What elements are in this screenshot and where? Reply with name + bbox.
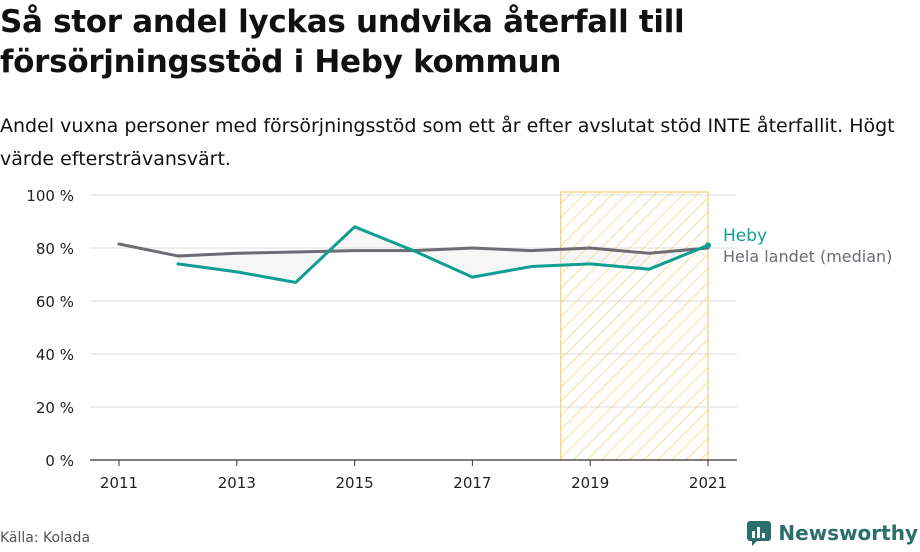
series-point-heby-2021 [705,242,711,249]
chart-subtitle: Andel vuxna personer med försörjningsstö… [0,115,895,170]
x-tick-label: 2021 [689,474,727,492]
newsworthy-logo-icon [747,521,772,546]
y-tick-label: 40 % [36,346,74,364]
x-tick-label: 2013 [218,474,256,492]
brand-logo: Newsworthy [746,520,918,546]
y-axis: 0 % 20 % 40 % 60 % 80 % 100 % [26,187,737,470]
source-note: Källa: Kolada [0,530,91,546]
x-axis: 2011 2013 2015 2017 2019 2021 [100,460,727,492]
y-tick-label: 80 % [36,240,74,258]
series-line-heby [176,225,710,284]
line-chart: 0 %20 %40 %60 %80 %100 % 2011 2013 2015 201… [26,187,892,492]
chart-title: Så stor andel lyckas undvika återfall ti… [0,4,685,80]
series-label-national: Hela landet (median) [723,247,892,266]
x-tick-label: 2011 [100,474,138,492]
series-label-heby: Heby [723,226,767,246]
y-tick-label: 60 % [36,293,74,311]
y-tick-label: 100 % [26,187,74,205]
y-tick-label: 20 % [36,399,74,417]
x-tick-label: 2015 [336,474,374,492]
x-tick-label: 2019 [571,474,609,492]
highlight-period [560,191,709,461]
x-tick-label: 2017 [453,474,491,492]
series-lines [117,225,711,284]
y-tick-label: 0 % [45,452,74,470]
brand-name: Newsworthy [778,521,918,545]
